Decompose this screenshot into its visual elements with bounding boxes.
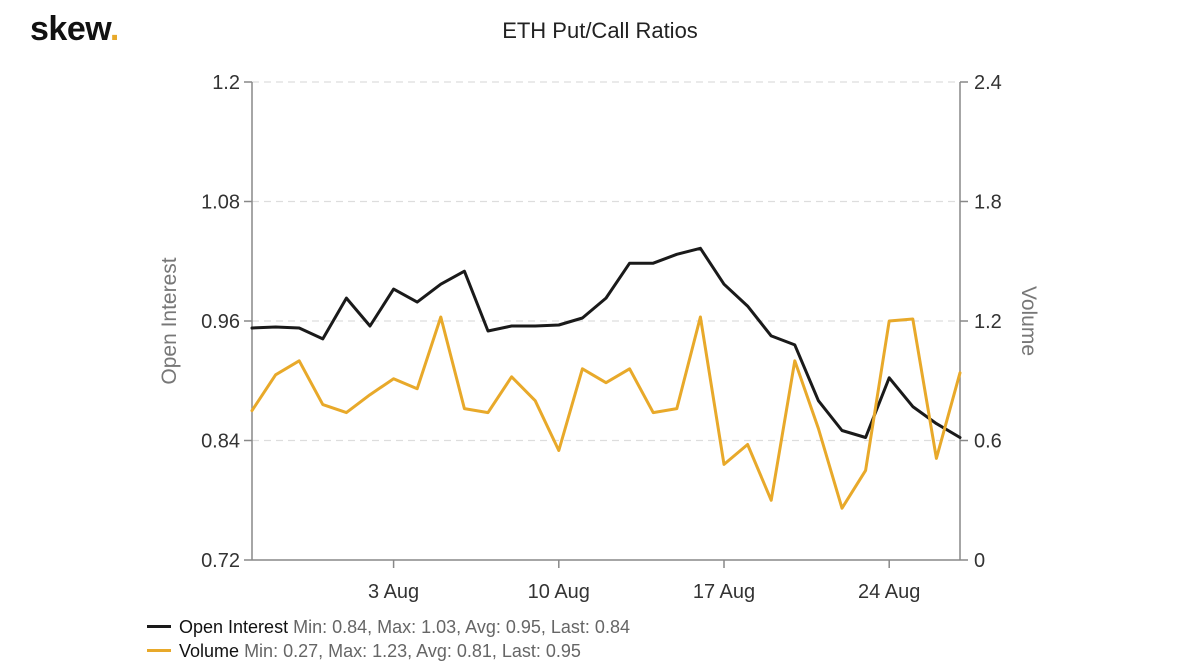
right-tick-label: 1.2 [974,311,1002,333]
right-tick-label: 2.4 [974,72,1002,94]
series-lines [250,246,962,510]
left-tick-label: 1.08 [201,192,240,214]
left-tick-label: 0.96 [201,311,240,333]
legend-open-interest[interactable]: Open Interest Min: 0.84, Max: 1.03, Avg:… [147,617,630,638]
x-tick-label: 3 Aug [368,581,419,603]
x-axis-ticks: 3 Aug 10 Aug 17 Aug 24 Aug [368,560,920,603]
left-axis-label: Open Interest [158,257,181,384]
legend-stats-open-interest: Min: 0.84, Max: 1.03, Avg: 0.95, Last: 0… [293,617,630,637]
grid-lines [252,81,960,442]
legend-swatch-open-interest [147,624,171,628]
right-tick-label: 1.8 [974,192,1002,214]
chart-title: ETH Put/Call Ratios [502,18,698,43]
legend-swatch-volume [147,648,171,652]
series-line-open-interest [250,246,962,439]
skew-logo: skew. [30,10,119,49]
legend-volume[interactable]: Volume Min: 0.27, Max: 1.23, Avg: 0.81, … [147,641,581,662]
legend-stats-volume: Min: 0.27, Max: 1.23, Avg: 0.81, Last: 0… [244,641,581,661]
legend-name-open-interest: Open Interest [179,617,289,637]
x-tick-label: 24 Aug [858,581,920,603]
series-line-volume [250,315,962,510]
left-tick-label: 0.84 [201,431,240,453]
left-tick-label: 1.2 [212,72,240,94]
logo-dot: . [109,10,119,48]
right-axis-label: Volume [1017,286,1040,356]
logo-text: skew [30,10,110,48]
right-tick-label: 0.6 [974,431,1002,453]
left-tick-label: 0.72 [201,550,240,572]
right-tick-label: 0 [974,550,985,572]
right-axis-ticks: 2.4 1.8 1.2 0.6 0 [960,72,1002,572]
legend-name-volume: Volume [179,641,240,661]
x-tick-label: 10 Aug [528,581,590,603]
x-tick-label: 17 Aug [693,581,755,603]
left-axis-ticks: 1.2 1.08 0.96 0.84 0.72 [201,72,252,572]
